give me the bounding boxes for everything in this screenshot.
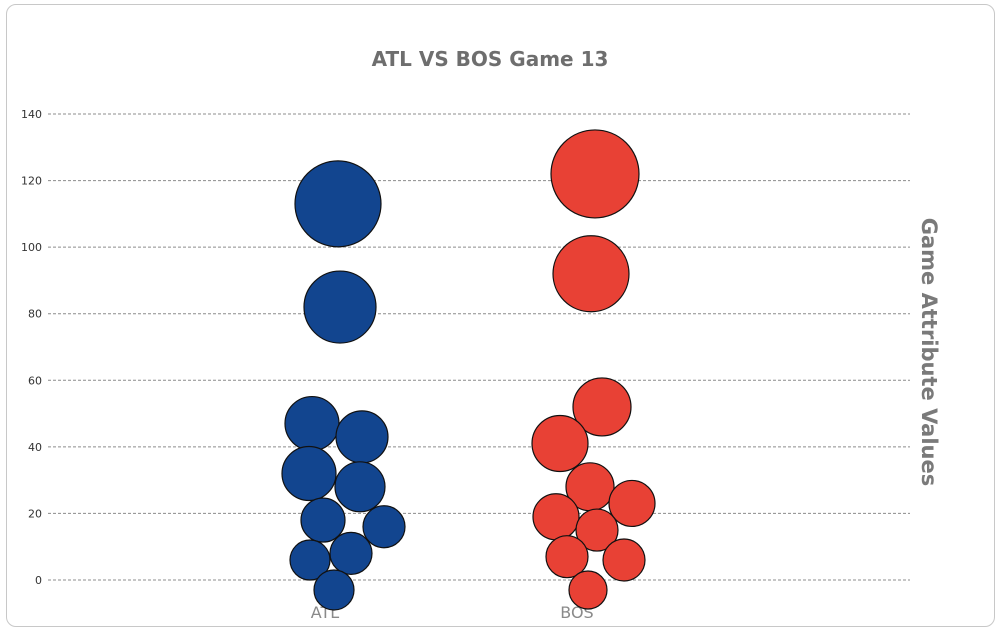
bos-bubble[interactable] — [552, 235, 630, 313]
bos-bubble[interactable] — [568, 570, 608, 610]
y-tick-label: 60 — [28, 374, 42, 387]
y-tick-label: 0 — [35, 574, 42, 587]
chart-title: ATL VS BOS Game 13 — [372, 47, 609, 71]
atl-bubble[interactable] — [294, 160, 382, 248]
bos-bubble[interactable] — [575, 508, 619, 552]
atl-bubble[interactable] — [329, 531, 373, 575]
y-tick-label: 40 — [28, 441, 42, 454]
y-tick-label: 80 — [28, 308, 42, 321]
atl-bubble[interactable] — [284, 395, 340, 452]
bos-bubble[interactable] — [550, 129, 640, 219]
y-tick-label: 120 — [21, 175, 42, 188]
y-tick-label: 20 — [28, 507, 42, 520]
atl-bubble[interactable] — [362, 505, 406, 549]
bos-bubble[interactable] — [608, 479, 656, 528]
atl-bubble[interactable] — [335, 410, 389, 464]
atl-bubble[interactable] — [300, 497, 346, 543]
y-axis-label: Game Attribute Values — [917, 218, 941, 486]
grid-lines — [48, 113, 910, 581]
chart-card — [6, 4, 995, 627]
atl-bubble[interactable] — [334, 461, 386, 513]
bos-bubble[interactable] — [532, 493, 580, 541]
atl-bubble[interactable] — [313, 569, 355, 611]
bos-bubble[interactable] — [602, 538, 646, 582]
y-tick-label: 140 — [21, 108, 42, 121]
y-axis-ticks: 0 20 40 60 80 100 120 140 — [21, 108, 42, 587]
bos-bubble[interactable] — [572, 377, 632, 437]
atl-bubble[interactable] — [281, 445, 337, 502]
bos-bubble[interactable] — [545, 535, 589, 579]
bos-bubble[interactable] — [531, 414, 589, 473]
y-tick-label: 100 — [21, 241, 42, 254]
atl-bubble[interactable] — [303, 270, 377, 344]
bubbles — [281, 129, 656, 611]
x-axis-categories: ATL BOS — [311, 603, 594, 622]
atl-bubble[interactable] — [289, 539, 331, 581]
